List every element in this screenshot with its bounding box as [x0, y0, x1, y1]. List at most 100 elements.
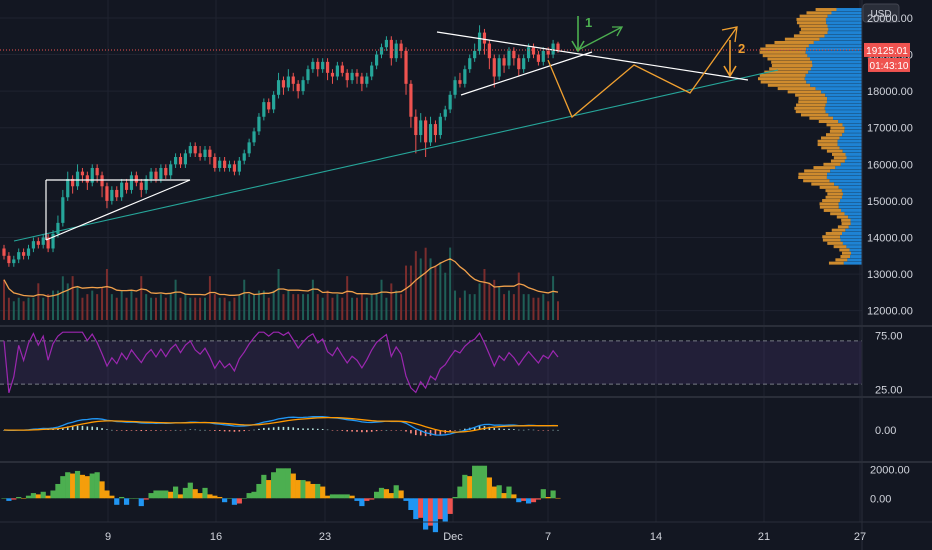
- macd-histogram-bar: [370, 430, 373, 432]
- volume-profile-bar: [805, 50, 862, 54]
- candle-body: [473, 50, 477, 59]
- volume-bar: [17, 297, 20, 320]
- candle-body: [208, 149, 212, 157]
- green-projection-line: [577, 26, 623, 51]
- candle-body: [531, 47, 536, 55]
- candlestick-series: [2, 25, 560, 267]
- volume-bar: [370, 294, 373, 320]
- macd-histogram-bar: [66, 426, 69, 430]
- volume-profile-bar: [771, 64, 813, 68]
- volume-bar: [454, 290, 457, 320]
- rsi-pane[interactable]: 75.00 25.00: [0, 330, 903, 397]
- momentum-histogram-bar: [123, 498, 130, 505]
- macd-histogram-bar: [419, 430, 422, 436]
- momentum-histogram-bar: [472, 465, 478, 499]
- volume-profile-bar: [844, 129, 862, 133]
- momentum-histogram-bar: [172, 486, 179, 499]
- macd-histogram-bar: [380, 430, 383, 431]
- momentum-histogram-bar: [339, 494, 345, 499]
- volume-profile-bar: [835, 166, 862, 170]
- macd-histogram-bar: [287, 426, 290, 430]
- candle-body: [399, 43, 403, 51]
- volume-profile-bar: [848, 215, 862, 219]
- momentum-histogram-bar: [393, 485, 399, 499]
- macd-histogram-bar: [86, 426, 89, 430]
- candle-body: [526, 47, 531, 59]
- volume-bar: [405, 265, 408, 320]
- macd-histogram-bar: [434, 430, 437, 436]
- momentum-histogram-bar: [349, 495, 355, 499]
- volume-bar: [42, 297, 45, 320]
- bar-countdown: 01:43:10: [870, 61, 909, 72]
- momentum-histogram-bar: [344, 494, 350, 499]
- macd-histogram-bar: [184, 429, 187, 431]
- volume-profile-bar: [817, 139, 838, 143]
- macd-histogram-bar: [331, 430, 334, 431]
- candle-body: [26, 248, 31, 256]
- volume-profile-bar: [845, 152, 862, 156]
- candle-body: [276, 80, 281, 95]
- volume-profile-bar: [767, 57, 811, 61]
- momentum-histogram-bar: [305, 481, 311, 499]
- macd-histogram-bar: [346, 430, 348, 432]
- orange-projection-arrowhead: [721, 26, 738, 43]
- volume-bar: [498, 287, 501, 320]
- volume-bar: [429, 258, 432, 320]
- volume-profile-bar: [839, 248, 850, 252]
- momentum-histogram-bar: [74, 470, 81, 499]
- candle-body: [316, 61, 320, 70]
- candle-body: [218, 160, 222, 168]
- macd-histogram-bar: [164, 430, 167, 431]
- momentum-histogram-bar: [506, 486, 512, 499]
- momentum-histogram-bar: [89, 473, 95, 499]
- volume-profile-bar: [769, 67, 811, 71]
- candle-body: [267, 102, 271, 110]
- candle-body: [492, 58, 496, 77]
- volume-profile-bar: [796, 17, 826, 21]
- candle-body: [51, 233, 55, 249]
- price-axis[interactable]: USD 12000.00 13000.00 14000.00 15000.00 1600…: [862, 3, 913, 318]
- volume-bar: [267, 297, 270, 320]
- volume-profile-bar: [831, 152, 846, 156]
- price-tick-label: 16000.00: [867, 159, 913, 171]
- volume-bar: [532, 297, 535, 320]
- candle-body: [115, 189, 119, 198]
- volume-bar: [321, 297, 324, 320]
- volume-profile-bar: [799, 31, 828, 35]
- macd-histogram-bar: [214, 430, 216, 431]
- macd-histogram-bar: [199, 429, 201, 431]
- macd-histogram-bar: [106, 429, 108, 430]
- currency-badge[interactable]: [862, 3, 900, 23]
- volume-bar: [409, 265, 412, 320]
- volume-profile-bar: [847, 258, 862, 262]
- candle-body: [482, 32, 487, 44]
- candle-body: [12, 259, 16, 264]
- macd-pane[interactable]: 0.00: [3, 415, 896, 437]
- time-tick-label: 23: [319, 531, 331, 543]
- macd-histogram-bar: [341, 430, 344, 431]
- volume-profile-bar: [842, 123, 862, 127]
- volume-profile-bar: [841, 222, 851, 226]
- volume-bar: [81, 297, 84, 320]
- annotation-label-1: 1: [585, 15, 592, 30]
- momentum-pane[interactable]: 2000.00 0.00: [1, 464, 910, 533]
- time-axis[interactable]: 9 16 23 Dec 7 14 21 27: [105, 531, 866, 543]
- macd-histogram-bar: [410, 430, 412, 434]
- volume-bar: [507, 290, 510, 320]
- candle-body: [193, 146, 197, 154]
- volume-bar: [130, 290, 133, 320]
- candle-body: [384, 39, 389, 48]
- volume-profile-bar: [839, 146, 862, 150]
- volume-profile-bar: [811, 182, 835, 186]
- volume-profile-bar: [824, 106, 862, 110]
- candle-body: [213, 157, 217, 168]
- candle-body: [56, 222, 60, 234]
- volume-bar: [218, 297, 221, 320]
- price-tick-label: 12000.00: [867, 306, 913, 318]
- macd-histogram-bar: [253, 429, 255, 431]
- candle-body: [134, 175, 138, 183]
- volume-profile-bar: [835, 258, 848, 262]
- candle-body: [105, 186, 109, 201]
- volume-bar: [105, 269, 108, 320]
